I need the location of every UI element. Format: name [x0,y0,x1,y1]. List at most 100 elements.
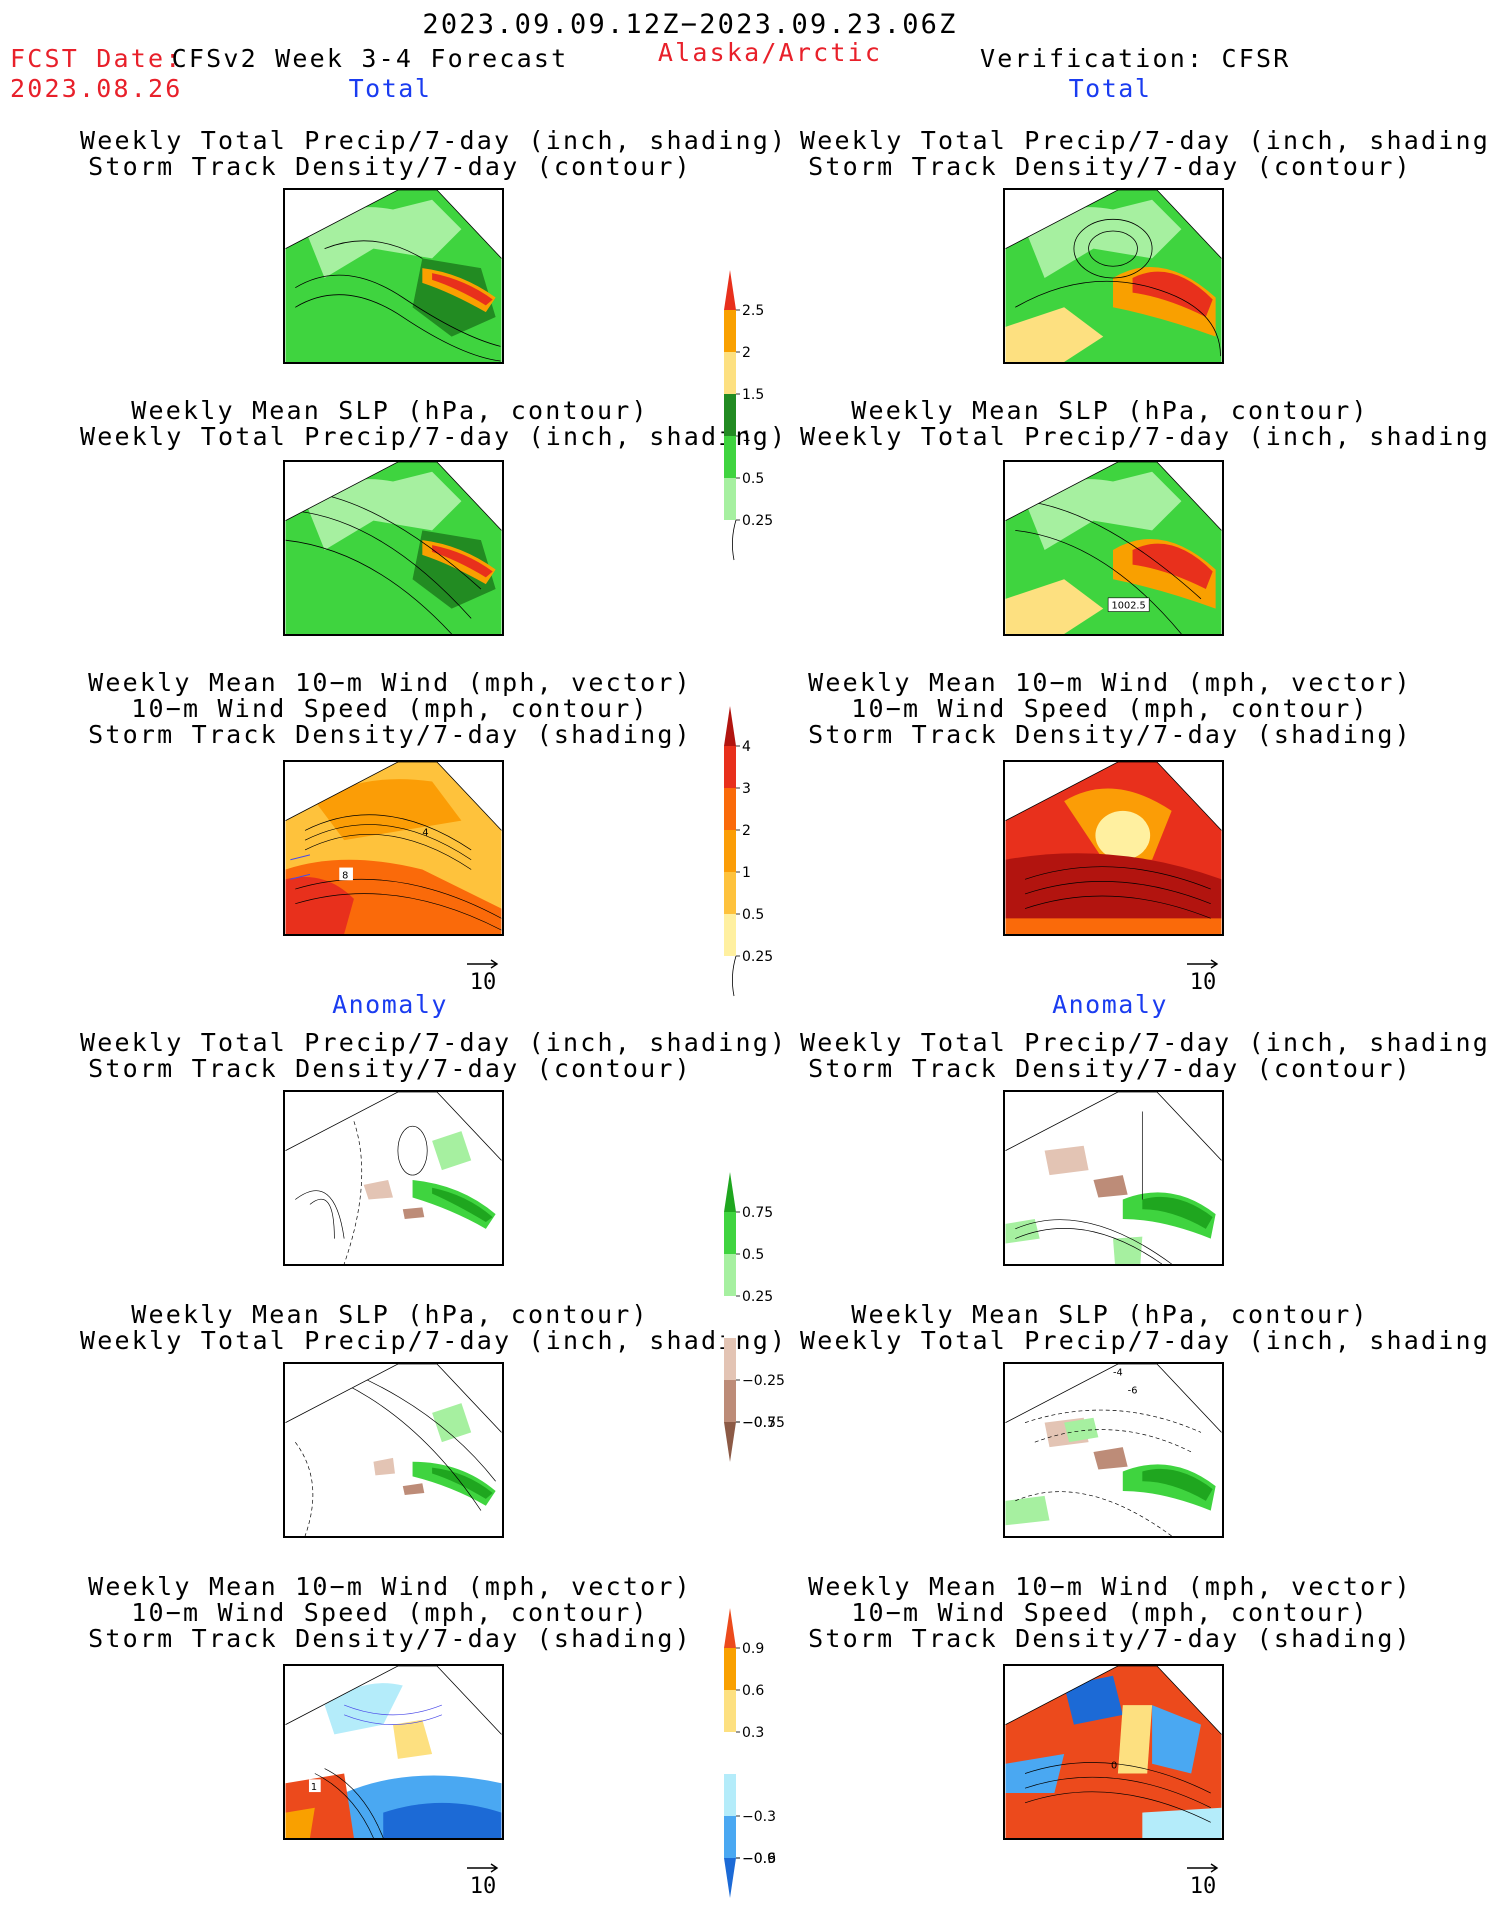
arrow-right-icon [467,959,499,969]
wind-anom-verif-label: 0 [1111,1761,1117,1772]
colorbar-tick-label: 3 [742,781,751,797]
colorbar-top-arrow [724,706,736,746]
arrow-right-icon [1187,959,1219,969]
title-r6-b: 10−m Wind Speed (mph, contour) [851,1598,1369,1627]
map-slp-precip-total-forecast-canvas [285,462,502,634]
map-slp-precip-total-verification: 1002.5 [1003,460,1224,636]
colorbar-tick-label: −0.6 [742,1851,776,1867]
title-l1-a: Weekly Total Precip/7-day (inch, shading… [80,126,788,155]
section-anomaly-left: Anomaly [332,990,448,1019]
colorbar-tick-label: −0.9 [742,1851,776,1867]
colorbar-segment [724,788,736,830]
colorbar-top-arrow [724,1172,736,1212]
map-slp-precip-total-forecast [283,460,504,636]
colorbar-tick-label: 0.3 [742,1725,764,1741]
colorbar-bottom-arrow [724,1422,736,1462]
wind-contour-label-a: 4 [422,827,428,838]
colorbar-segment [724,394,736,436]
colorbar-segment [724,1648,736,1690]
title-r3-a: Weekly Mean 10−m Wind (mph, vector) [808,668,1412,697]
region-title: Alaska/Arctic [657,38,883,67]
vector-ref-value: 10 [1189,1874,1217,1899]
colorbar-tick-label: 0.9 [742,1641,764,1657]
vector-ref-value: 10 [469,970,497,995]
colorbar-tick-label: 0.6 [742,1683,764,1699]
title-l5-a: Weekly Mean SLP (hPa, contour) [131,1300,649,1329]
title-l1-b: Storm Track Density/7-day (contour) [88,152,692,181]
colorbar-precip-total: 2.5 2 1.5 1 0.5 0.25 [722,270,842,561]
verification-title: Verification: CFSR [980,44,1291,73]
colorbar-tick-label: 0.25 [742,1289,773,1305]
map-precip-track-anomaly-verification [1003,1090,1224,1266]
vector-ref-total-right: 10 [1180,958,1226,995]
colorbar-segment [724,1690,736,1732]
title-r2-b: Weekly Total Precip/7-day (inch, shading… [800,422,1487,451]
colorbar-track-total: 4 3 2 1 0.5 0.25 [722,706,842,997]
fcst-date-label: FCST Date: [10,44,183,73]
title-r5-b: Weekly Total Precip/7-day (inch, shading… [800,1326,1487,1355]
map-wind-track-total-verification [1003,760,1224,936]
map-wind-track-anomaly-verification-canvas: 0 [1005,1666,1222,1838]
colorbar-bottom-arrow [724,1858,736,1898]
period-title: 2023.09.09.12Z−2023.09.23.06Z [422,9,958,40]
vector-ref-value: 10 [1189,970,1217,995]
model-title: CFSv2 Week 3-4 Forecast [171,44,569,73]
colorbar-tail [732,519,737,561]
colorbar-segment [724,1212,736,1254]
colorbar-tick-label: −0.75 [742,1415,785,1431]
slp-anom-label-b: -6 [1128,1385,1138,1396]
colorbar-tick-label: −0.3 [742,1809,776,1825]
map-precip-track-total-forecast-canvas [285,190,502,362]
title-r3-c: Storm Track Density/7-day (shading) [808,720,1412,749]
slp-contour-label: 1002.5 [1112,601,1146,612]
title-r2-a: Weekly Mean SLP (hPa, contour) [851,396,1369,425]
fcst-date-value: 2023.08.26 [10,74,183,103]
colorbar-tick-label: 2 [742,345,751,361]
colorbar-svg: 4 3 2 1 0.5 0.25 [724,706,773,997]
colorbar-precip-anomaly: 0.75 0.5 0.25 −0.25 −0.5 −0.75 [722,1172,842,1462]
colorbar-segment [724,1296,736,1338]
vector-ref-total-left: 10 [460,958,506,995]
title-l6-c: Storm Track Density/7-day (shading) [88,1624,692,1653]
colorbar-segment [724,310,736,352]
section-anomaly-right: Anomaly [1052,990,1168,1019]
colorbar-segment [724,1732,736,1774]
title-l2-b: Weekly Total Precip/7-day (inch, shading… [80,422,788,451]
colorbar-segment [724,1816,736,1858]
map-slp-precip-anomaly-forecast [283,1362,504,1538]
colorbar-segment [724,872,736,914]
map-slp-precip-anomaly-forecast-canvas [285,1364,502,1536]
colorbar-segment [724,914,736,956]
colorbar-segment [724,478,736,520]
map-wind-track-anomaly-forecast-canvas: 1 [285,1666,502,1838]
title-r4-b: Storm Track Density/7-day (contour) [808,1054,1412,1083]
title-r5-a: Weekly Mean SLP (hPa, contour) [851,1300,1369,1329]
title-l5-b: Weekly Total Precip/7-day (inch, shading… [80,1326,788,1355]
arrow-right-icon [1187,1863,1219,1873]
wind-anom-label: 1 [311,1782,317,1793]
colorbar-tick-label: −0.5 [742,1415,776,1431]
map-precip-track-total-verification-canvas [1005,190,1222,362]
section-total-right: Total [1068,74,1152,103]
colorbar-tick-label: 0.5 [742,907,764,923]
map-wind-track-total-forecast-canvas: 4 8 [285,762,502,934]
map-precip-track-total-verification [1003,188,1224,364]
colorbar-segment [724,1254,736,1296]
colorbar-svg: 0.75 0.5 0.25 −0.25 −0.5−0.75 [724,1172,785,1462]
title-r6-c: Storm Track Density/7-day (shading) [808,1624,1412,1653]
map-slp-precip-total-verification-canvas: 1002.5 [1005,462,1222,634]
vector-ref-anom-right: 10 [1180,1862,1226,1899]
title-r1-a: Weekly Total Precip/7-day (inch, shading… [800,126,1487,155]
map-wind-track-total-verification-canvas [1005,762,1222,934]
map-wind-track-total-forecast: 4 8 [283,760,504,936]
title-r3-b: 10−m Wind Speed (mph, contour) [851,694,1369,723]
title-l2-a: Weekly Mean SLP (hPa, contour) [131,396,649,425]
arrow-right-icon [467,1863,499,1873]
colorbar-segment [724,1774,736,1816]
map-precip-track-anomaly-verification-canvas [1005,1092,1222,1264]
title-r6-a: Weekly Mean 10−m Wind (mph, vector) [808,1572,1412,1601]
map-wind-track-anomaly-forecast: 1 [283,1664,504,1840]
colorbar-tick-label: 1 [742,429,751,445]
title-l4-b: Storm Track Density/7-day (contour) [88,1054,692,1083]
colorbar-tick-label: 1 [742,865,751,881]
